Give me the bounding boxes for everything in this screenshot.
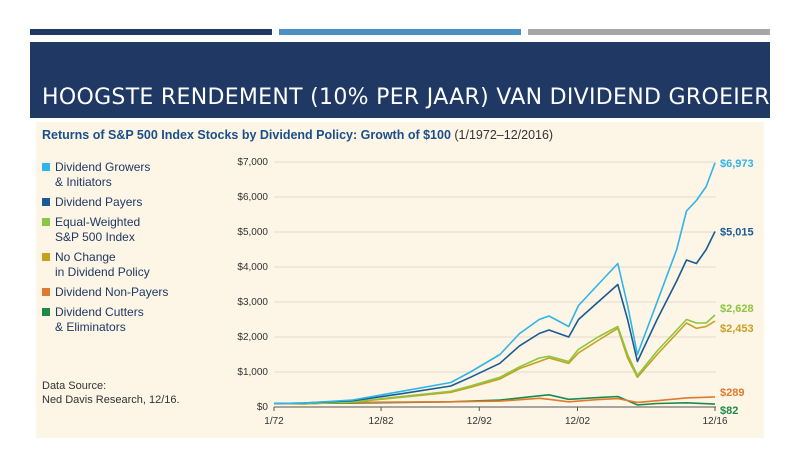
slide-title: HOOGSTE RENDEMENT (10% PER JAAR) VAN DIV…: [42, 85, 785, 110]
legend-label: Dividend Growers & Initiators: [55, 160, 151, 189]
legend-item: Dividend Growers & Initiators: [42, 160, 212, 190]
y-tick-label: $5,000: [237, 227, 268, 238]
data-source: Data Source: Ned Davis Research, 12/16.: [42, 380, 180, 406]
series-end-label: $2,453: [720, 323, 754, 335]
y-tick-label: $1,000: [237, 367, 268, 378]
legend-swatch: [42, 288, 50, 296]
series-line: [273, 393, 716, 406]
chart-plot: $0 $1,000 $2,000 $3,000 $4,000 $5,000 $6,000 $7…: [237, 157, 754, 427]
chart-panel: Returns of S&P 500 Index Stocks by Divid…: [36, 122, 764, 438]
legend-label: No Change in Dividend Policy: [55, 250, 150, 279]
series-end-label: $289: [720, 387, 744, 399]
legend-label: Dividend Non-Payers: [55, 285, 169, 299]
y-tick-label: $0: [257, 402, 269, 413]
y-tick-label: $2,000: [237, 332, 268, 343]
legend-label: Equal-Weighted S&P 500 Index: [55, 215, 141, 244]
x-tick-label: 1/72: [264, 416, 284, 427]
y-tick-label: $4,000: [237, 262, 268, 273]
series-end-label: $2,628: [720, 303, 754, 315]
legend-swatch: [42, 163, 50, 171]
series-end-label: $82: [720, 405, 738, 417]
series-line: [273, 320, 716, 405]
legend-swatch: [42, 218, 50, 226]
chart-title-line: Returns of S&P 500 Index Stocks by Divid…: [42, 128, 553, 142]
series-end-label: $6,973: [720, 158, 754, 170]
slide-title-band: HOOGSTE RENDEMENT (10% PER JAAR) VAN DIV…: [30, 42, 784, 118]
series-line: [273, 396, 716, 405]
x-tick-label: 12/02: [565, 416, 590, 427]
chart-title: Returns of S&P 500 Index Stocks by Divid…: [42, 128, 451, 142]
legend-item: No Change in Dividend Policy: [42, 250, 212, 280]
series-line: [273, 231, 716, 405]
accent-bar-1: [30, 29, 272, 35]
accent-bar-3: [528, 29, 770, 35]
chart-legend: Dividend Growers & Initiators Dividend Pa…: [42, 160, 212, 340]
x-tick-label: 12/16: [703, 416, 728, 427]
y-tick-label: $3,000: [237, 297, 268, 308]
legend-swatch: [42, 308, 50, 316]
legend-swatch: [42, 198, 50, 206]
legend-item: Dividend Cutters & Eliminators: [42, 305, 212, 335]
x-tick-label: 12/92: [467, 416, 492, 427]
y-tick-label: $6,000: [237, 192, 268, 203]
series-line: [273, 314, 716, 405]
legend-item: Equal-Weighted S&P 500 Index: [42, 215, 212, 245]
chart-subtitle: (1/1972–12/2016): [454, 128, 554, 142]
x-tick-label: 12/82: [369, 416, 394, 427]
legend-item: Dividend Payers: [42, 195, 212, 210]
y-tick-label: $7,000: [237, 157, 268, 168]
legend-swatch: [42, 253, 50, 261]
legend-item: Dividend Non-Payers: [42, 285, 212, 300]
series-line: [273, 162, 716, 405]
legend-label: Dividend Cutters & Eliminators: [55, 305, 144, 334]
legend-label: Dividend Payers: [55, 195, 143, 209]
accent-bar-2: [279, 29, 521, 35]
series-end-label: $5,015: [720, 226, 754, 238]
